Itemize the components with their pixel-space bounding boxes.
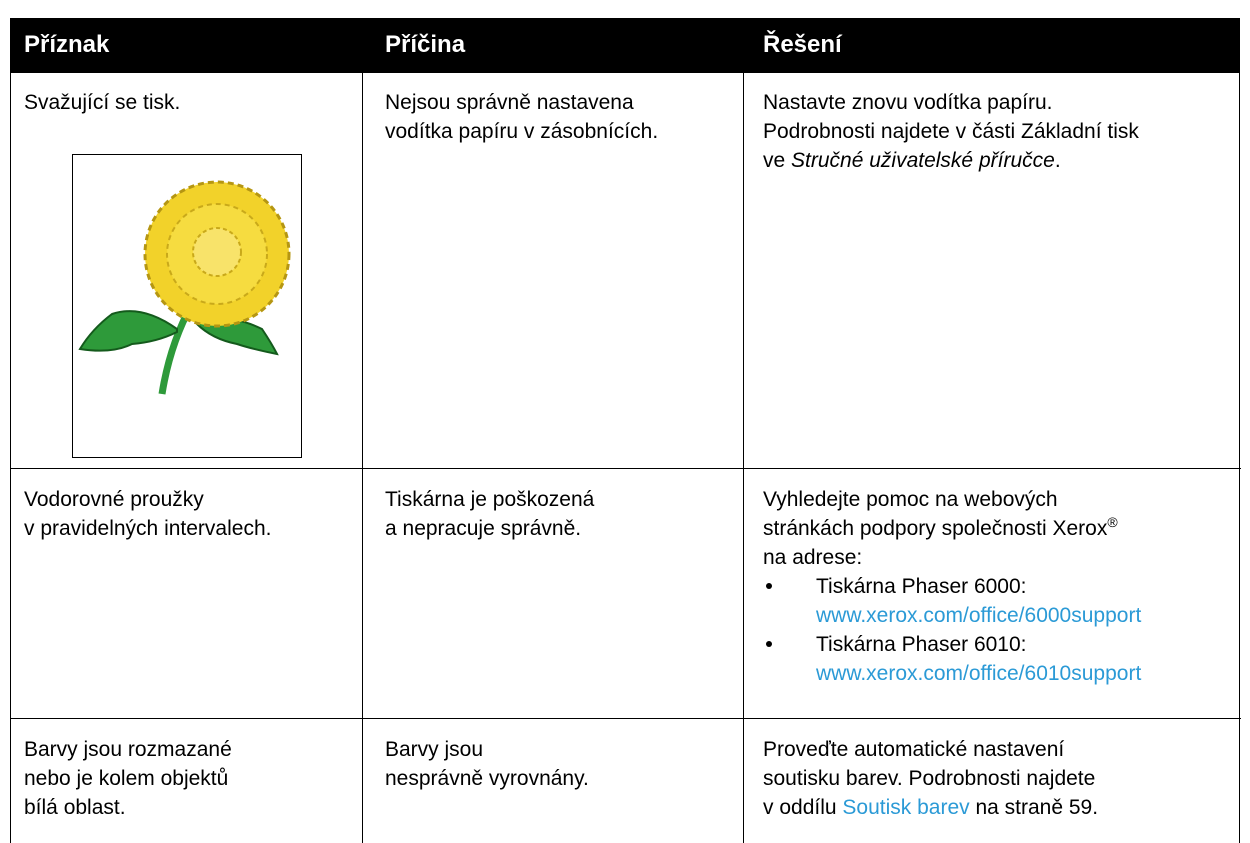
cell: Svažující se tisk. [24, 88, 180, 117]
cell: Vodorovné proužky v pravidelných interva… [24, 485, 271, 543]
text: Barvy jsou [385, 738, 484, 761]
illustration [72, 154, 302, 458]
bullet-item: Tiskárna Phaser 6000: www.xerox.com/offic… [763, 572, 1141, 630]
cell: Nastavte znovu vodítka papíru. Podrobnos… [763, 88, 1139, 175]
text: a nepracuje správně. [385, 517, 582, 540]
border [362, 73, 363, 843]
text: nebo je kolem objektů [24, 767, 229, 790]
border [1239, 73, 1240, 843]
text: Svažující se tisk. [24, 91, 181, 114]
table-header: Příznak Příčina Řešení [10, 18, 1240, 73]
header-cell: Příčina [385, 31, 466, 58]
header-cell: Řešení [763, 31, 842, 58]
link[interactable]: www.xerox.com/office/6010support [816, 662, 1142, 685]
text: Vyhledejte pomoc na webových [763, 488, 1058, 511]
text: Tiskárna Phaser 6010: [816, 633, 1027, 656]
cell: Barvy jsou rozmazané nebo je kolem objek… [24, 735, 232, 822]
border [10, 73, 11, 843]
superscript: ® [1107, 514, 1118, 530]
text: bílá oblast. [24, 796, 126, 819]
text: na adrese: [763, 546, 863, 569]
text: stránkách podpory společnosti Xerox [763, 517, 1108, 540]
text: na straně 59. [969, 796, 1099, 819]
text: soutisku barev. Podrobnosti najdete [763, 767, 1096, 790]
link[interactable]: www.xerox.com/office/6000support [816, 604, 1142, 627]
text: Vodorovné proužky [24, 488, 204, 511]
border [743, 73, 744, 843]
link[interactable]: Soutisk barev [842, 796, 970, 819]
text: vodítka papíru v zásobnících. [385, 120, 659, 143]
border [10, 468, 1241, 469]
cell: Tiskárna je poškozená a nepracuje správn… [385, 485, 594, 543]
text: Proveďte automatické nastavení [763, 738, 1065, 761]
text: Podrobnosti najdete v části Základní tis… [763, 120, 1139, 143]
text: nesprávně vyrovnány. [385, 767, 589, 790]
text: Nejsou správně nastavena [385, 91, 634, 114]
text: v oddílu [763, 796, 843, 819]
text: Barvy jsou rozmazané [24, 738, 232, 761]
text: . [1054, 149, 1061, 172]
cell: Nejsou správně nastavena vodítka papíru … [385, 88, 658, 146]
text: ve [763, 149, 792, 172]
border [10, 718, 1241, 719]
italic-text: Stručné uživatelské příručce [791, 149, 1055, 172]
text: Nastavte znovu vodítka papíru. [763, 91, 1053, 114]
cell: Barvy jsou nesprávně vyrovnány. [385, 735, 589, 793]
cell: Proveďte automatické nastavení soutisku … [763, 735, 1098, 822]
bullet-item: Tiskárna Phaser 6010: www.xerox.com/offic… [763, 630, 1141, 688]
text: Tiskárna Phaser 6000: [816, 575, 1027, 598]
text: Tiskárna je poškozená [385, 488, 595, 511]
text: v pravidelných intervalech. [24, 517, 272, 540]
cell: Vyhledejte pomoc na webových stránkách p… [763, 485, 1141, 688]
header-cell: Příznak [24, 31, 110, 58]
